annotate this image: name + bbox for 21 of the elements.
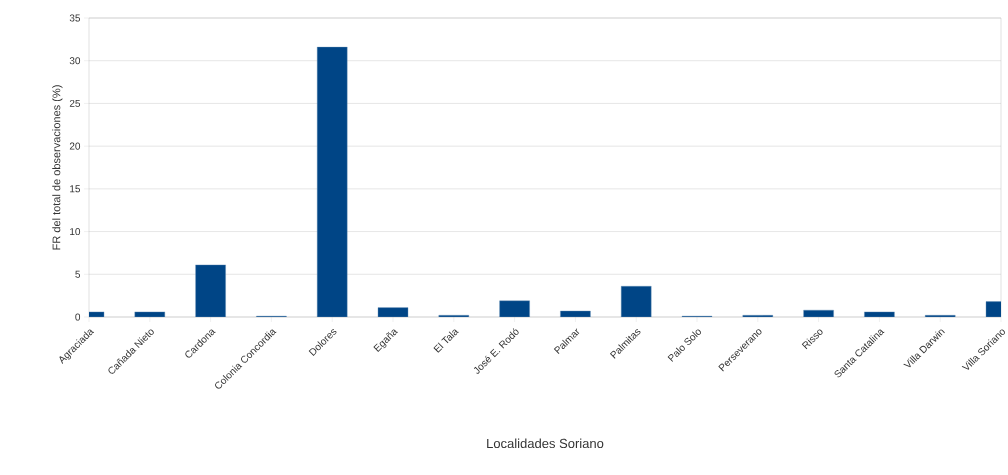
- bar: [195, 264, 226, 317]
- bar: [377, 307, 409, 317]
- bar: [864, 311, 895, 317]
- y-axis-title: FR del total de observaciones (%): [52, 85, 63, 250]
- bar: [499, 300, 530, 317]
- y-tick-label: 20: [69, 142, 81, 150]
- y-tick-label: 25: [69, 99, 81, 107]
- x-axis-title: Localidades Soriano: [487, 438, 604, 449]
- y-tick-label: 5: [75, 270, 81, 278]
- bar: [621, 286, 652, 317]
- y-tick-label: 15: [70, 185, 81, 193]
- x-tick-label: Palo Solo: [667, 329, 701, 362]
- y-tick-label: 0: [75, 313, 81, 321]
- bar: [803, 309, 834, 317]
- bar: [134, 311, 166, 317]
- y-tick-label: 10: [70, 228, 81, 236]
- y-tick-label: 30: [69, 57, 81, 65]
- bar: [317, 46, 348, 317]
- bar: [560, 310, 591, 317]
- y-tick-label: 35: [69, 14, 81, 22]
- x-tick-label: El Tala: [433, 329, 459, 353]
